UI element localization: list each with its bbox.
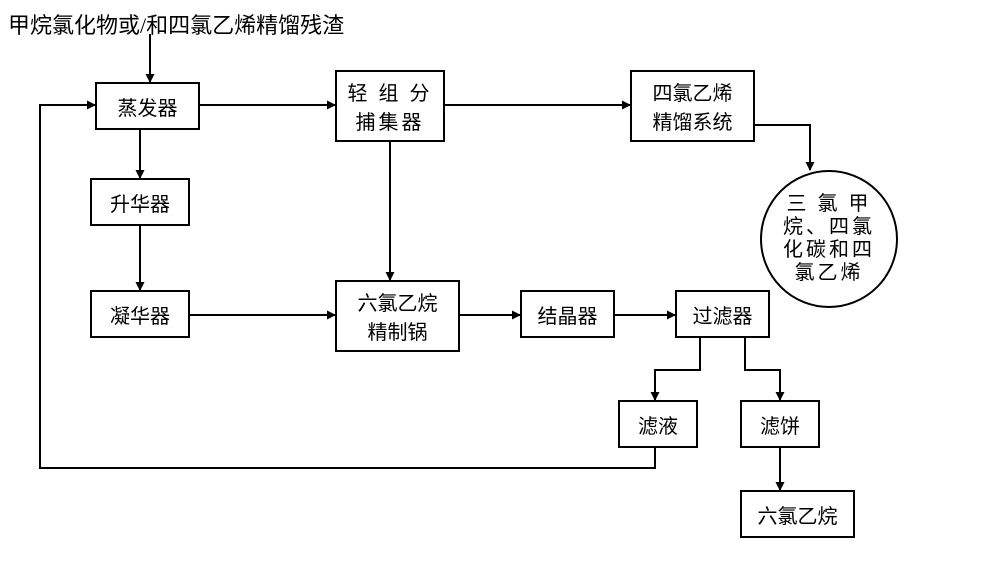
input-feed-label: 甲烷氯化物或/和四氯乙烯精馏残渣 <box>8 8 344 40</box>
node-pce-distill-label: 四氯乙烯 精馏系统 <box>653 77 733 135</box>
node-evaporator-label: 蒸发器 <box>118 92 178 121</box>
node-desublimer: 凝华器 <box>90 290 190 338</box>
node-filter-label: 过滤器 <box>693 300 753 329</box>
node-evaporator: 蒸发器 <box>95 82 200 130</box>
node-filter: 过滤器 <box>675 290 770 338</box>
node-hca: 六氯乙烷 <box>740 490 855 538</box>
node-pce-distill: 四氯乙烯 精馏系统 <box>630 70 755 142</box>
node-cake-label: 滤饼 <box>760 410 800 439</box>
node-light-trap: 轻 组 分 捕集器 <box>335 70 445 142</box>
input-feed-text: 甲烷氯化物或/和四氯乙烯精馏残渣 <box>8 13 344 38</box>
node-products-label: 三 氯 甲 烷、四氯 化碳和四 氯乙烯 <box>783 193 875 285</box>
node-crystallizer-label: 结晶器 <box>538 300 598 329</box>
node-hca-label: 六氯乙烷 <box>758 500 838 529</box>
node-hca-refiner: 六氯乙烷 精制锅 <box>335 280 460 352</box>
node-sublimer: 升华器 <box>90 178 190 226</box>
node-desublimer-label: 凝华器 <box>110 300 170 329</box>
node-crystallizer: 结晶器 <box>520 290 615 338</box>
edge-pcedistill-to-products <box>755 125 810 170</box>
node-products: 三 氯 甲 烷、四氯 化碳和四 氯乙烯 <box>760 170 898 308</box>
node-sublimer-label: 升华器 <box>110 188 170 217</box>
node-hca-refiner-label: 六氯乙烷 精制锅 <box>358 287 438 345</box>
node-filtrate-label: 滤液 <box>638 410 678 439</box>
node-cake: 滤饼 <box>740 400 820 448</box>
node-light-trap-label: 轻 组 分 捕集器 <box>348 77 433 135</box>
node-filtrate: 滤液 <box>618 400 698 448</box>
edge-filter-to-cake <box>745 338 780 400</box>
edge-filter-to-filtrate <box>655 338 700 400</box>
